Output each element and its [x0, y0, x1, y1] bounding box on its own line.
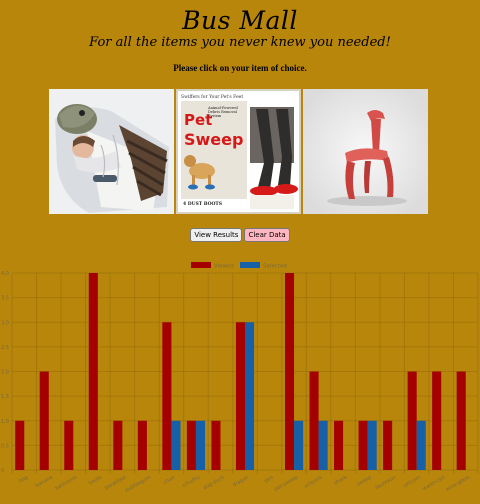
- viewed-bar: [211, 420, 221, 470]
- x-tick-label: bag: [18, 475, 29, 485]
- sleeping-bag-costume-image: [49, 89, 174, 214]
- y-tick-label: 2.0: [1, 370, 9, 376]
- y-tick-label: 1.5: [1, 394, 9, 400]
- x-tick-label: pen: [263, 475, 274, 485]
- x-tick-label: shark: [333, 474, 348, 486]
- x-tick-label: bathroom: [54, 474, 78, 491]
- y-tick-label: 0.5: [1, 443, 9, 449]
- clear-data-button[interactable]: Clear Data: [244, 228, 290, 242]
- selected-bar: [195, 420, 206, 470]
- selected-bar: [318, 420, 328, 470]
- viewed-bar: [137, 420, 147, 470]
- instruction-text: Please click on your item of choice.: [173, 63, 307, 73]
- pet-sweep-count-text: 4 DUST BOOTS: [183, 201, 222, 207]
- svg-text:Animal-Powered: Animal-Powered: [207, 106, 238, 110]
- viewed-bar: [284, 273, 295, 470]
- legend-swatch-viewed: [191, 262, 211, 268]
- red-chair-image: [303, 89, 428, 214]
- viewed-bar: [358, 420, 368, 470]
- x-tick-label: scissors: [304, 474, 324, 489]
- action-buttons: View Results Clear Data: [0, 228, 480, 247]
- x-tick-label: dog-duck: [202, 474, 225, 491]
- viewed-bar: [162, 322, 172, 470]
- pet-sweep-top-text: Swiffers for Your Pet's Feet: [181, 94, 243, 100]
- x-tick-label: wine-glass: [445, 474, 471, 493]
- legend-swatch-selected: [240, 262, 260, 268]
- x-tick-label: pet-sweep: [273, 475, 299, 493]
- legend-label: Viewed: [214, 264, 234, 270]
- viewed-bar: [235, 322, 245, 470]
- x-tick-label: bubblegum: [124, 474, 152, 493]
- viewed-bar: [15, 420, 25, 470]
- x-tick-label: cthulhu: [182, 475, 201, 490]
- x-tick-label: dragon: [232, 475, 250, 489]
- x-tick-label: water-can: [422, 475, 446, 493]
- y-tick-label: 1.0: [1, 419, 9, 425]
- viewed-bar: [407, 371, 417, 470]
- viewed-bar: [456, 371, 466, 470]
- svg-text:System: System: [208, 114, 222, 118]
- selected-bar: [294, 420, 304, 470]
- results-bar-chart: 0 0.5 1.0 1.5 2.0 2.5 3.0 3.5 4.0 bag banana bathro…: [1, 262, 479, 494]
- y-tick-label: 3.0: [1, 320, 9, 326]
- viewed-bar: [113, 420, 123, 470]
- svg-text:Debris Removal: Debris Removal: [208, 110, 238, 114]
- selected-bar: [367, 420, 377, 470]
- viewed-bar: [64, 420, 74, 470]
- viewed-bar: [309, 371, 319, 470]
- pet-sweep-image: Swiffers for Your Pet's Feet Pet Sweep A…: [178, 91, 299, 212]
- viewed-bar: [334, 420, 344, 470]
- y-tick-label: 4.0: [1, 271, 9, 277]
- legend-label: Selected: [263, 264, 287, 270]
- view-results-button[interactable]: View Results: [190, 228, 243, 242]
- x-tick-label: chair: [163, 474, 178, 486]
- product-choices: Swiffers for Your Pet's Feet Pet Sweep A…: [49, 89, 429, 214]
- x-tick-label: banana: [35, 475, 54, 490]
- y-tick-label: 2.5: [1, 345, 9, 351]
- viewed-bar: [186, 420, 196, 470]
- x-tick-label: unicorn: [403, 475, 422, 490]
- selected-bar: [416, 420, 426, 470]
- product-option-middle[interactable]: Swiffers for Your Pet's Feet Pet Sweep A…: [176, 89, 301, 214]
- selected-bar: [245, 322, 255, 470]
- svg-text:Pet: Pet: [184, 111, 212, 129]
- viewed-bar: [39, 371, 49, 470]
- x-tick-label: boots: [88, 474, 103, 486]
- x-tick-label: tauntaun: [374, 475, 397, 492]
- page-subtitle: For all the items you never knew you nee…: [89, 35, 391, 50]
- selected-bar: [171, 420, 181, 470]
- viewed-bar: [88, 273, 98, 470]
- x-tick-label: sweep: [356, 475, 373, 488]
- y-tick-label: 3.5: [1, 296, 9, 302]
- page-title: Bus Mall: [182, 6, 298, 35]
- viewed-bar: [432, 371, 442, 470]
- y-tick-label: 0: [1, 468, 4, 474]
- product-option-left[interactable]: [49, 89, 174, 214]
- svg-text:Sweep: Sweep: [184, 130, 243, 149]
- product-option-right[interactable]: [303, 89, 428, 214]
- viewed-bar: [383, 420, 393, 470]
